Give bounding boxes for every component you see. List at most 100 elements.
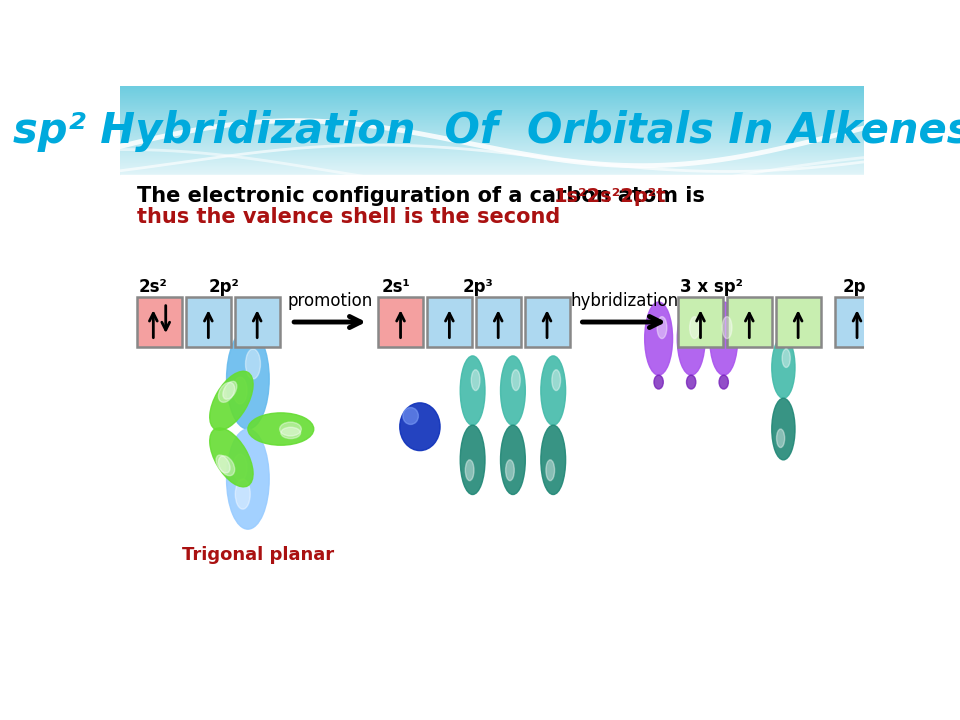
Ellipse shape <box>512 370 520 390</box>
Bar <box>120 110 864 111</box>
Bar <box>120 94 864 95</box>
Bar <box>120 194 864 195</box>
Bar <box>120 89 864 90</box>
Ellipse shape <box>540 356 565 426</box>
Ellipse shape <box>777 429 784 448</box>
Bar <box>120 126 864 127</box>
Bar <box>120 185 864 186</box>
Bar <box>120 149 864 150</box>
Text: 3 x sp²: 3 x sp² <box>680 278 742 296</box>
Ellipse shape <box>654 375 663 389</box>
Ellipse shape <box>782 349 790 367</box>
Bar <box>120 180 864 181</box>
Ellipse shape <box>772 398 795 460</box>
FancyBboxPatch shape <box>476 297 520 346</box>
Ellipse shape <box>722 317 732 338</box>
Bar <box>120 169 864 171</box>
Bar <box>120 116 864 117</box>
Bar <box>120 102 864 104</box>
Text: The electronic configuration of a carbon atom is: The electronic configuration of a carbon… <box>137 186 712 207</box>
Bar <box>120 117 864 118</box>
Bar <box>120 184 864 185</box>
Bar <box>120 135 864 137</box>
Bar <box>120 112 864 113</box>
Bar <box>120 118 864 119</box>
FancyBboxPatch shape <box>186 297 230 346</box>
Bar <box>120 177 864 178</box>
Text: 2p²: 2p² <box>208 278 239 296</box>
Ellipse shape <box>466 460 474 481</box>
Ellipse shape <box>645 302 673 375</box>
Bar <box>120 151 864 152</box>
Bar <box>120 99 864 100</box>
Bar <box>120 143 864 144</box>
Ellipse shape <box>227 429 269 529</box>
Ellipse shape <box>460 356 485 426</box>
Bar <box>120 167 864 168</box>
Bar <box>120 113 864 114</box>
Bar <box>120 111 864 112</box>
Text: 2p³: 2p³ <box>463 278 493 296</box>
Bar <box>120 173 864 174</box>
Text: promotion: promotion <box>287 292 372 310</box>
Bar <box>120 145 864 146</box>
Bar <box>120 128 864 129</box>
Bar <box>120 134 864 135</box>
FancyBboxPatch shape <box>427 297 472 346</box>
Ellipse shape <box>500 426 525 495</box>
Bar <box>120 193 864 194</box>
Bar <box>120 131 864 132</box>
Bar <box>120 88 864 89</box>
Bar <box>120 175 864 641</box>
FancyBboxPatch shape <box>727 297 772 346</box>
Ellipse shape <box>233 377 247 404</box>
Bar <box>120 146 864 147</box>
Bar <box>120 178 864 179</box>
Bar <box>120 127 864 128</box>
Bar <box>120 157 864 158</box>
Bar <box>120 162 864 163</box>
Ellipse shape <box>719 375 729 389</box>
Bar <box>120 190 864 191</box>
Bar <box>120 158 864 159</box>
Ellipse shape <box>209 428 253 487</box>
Bar <box>120 122 864 123</box>
FancyBboxPatch shape <box>678 297 723 346</box>
Bar <box>120 100 864 101</box>
Bar <box>120 163 864 164</box>
Bar <box>120 115 864 116</box>
Ellipse shape <box>403 408 419 424</box>
Bar <box>120 172 864 173</box>
FancyBboxPatch shape <box>776 297 821 346</box>
Ellipse shape <box>460 426 485 495</box>
FancyBboxPatch shape <box>137 297 182 346</box>
FancyBboxPatch shape <box>378 297 423 346</box>
Bar <box>120 125 864 126</box>
Bar <box>120 104 864 105</box>
Ellipse shape <box>471 370 480 390</box>
Bar <box>120 96 864 97</box>
Bar <box>120 105 864 106</box>
Ellipse shape <box>219 456 234 476</box>
Bar <box>120 108 864 109</box>
Bar <box>120 97 864 98</box>
Ellipse shape <box>540 426 565 495</box>
Bar <box>120 93 864 94</box>
Bar <box>120 140 864 141</box>
Ellipse shape <box>281 427 300 438</box>
Bar <box>120 129 864 130</box>
Bar <box>120 174 864 175</box>
Bar <box>120 139 864 140</box>
Ellipse shape <box>689 317 700 338</box>
Bar <box>120 119 864 120</box>
Text: 2s¹: 2s¹ <box>382 278 411 296</box>
Bar <box>120 147 864 148</box>
Bar <box>120 187 864 188</box>
Bar <box>120 150 864 151</box>
Text: sp² Hybridization  Of  Orbitals In Alkenes: sp² Hybridization Of Orbitals In Alkenes <box>12 109 960 152</box>
Text: thus the valence shell is the second: thus the valence shell is the second <box>137 207 561 227</box>
Bar <box>120 188 864 189</box>
FancyBboxPatch shape <box>834 297 879 346</box>
Bar <box>120 161 864 162</box>
Bar <box>120 155 864 156</box>
